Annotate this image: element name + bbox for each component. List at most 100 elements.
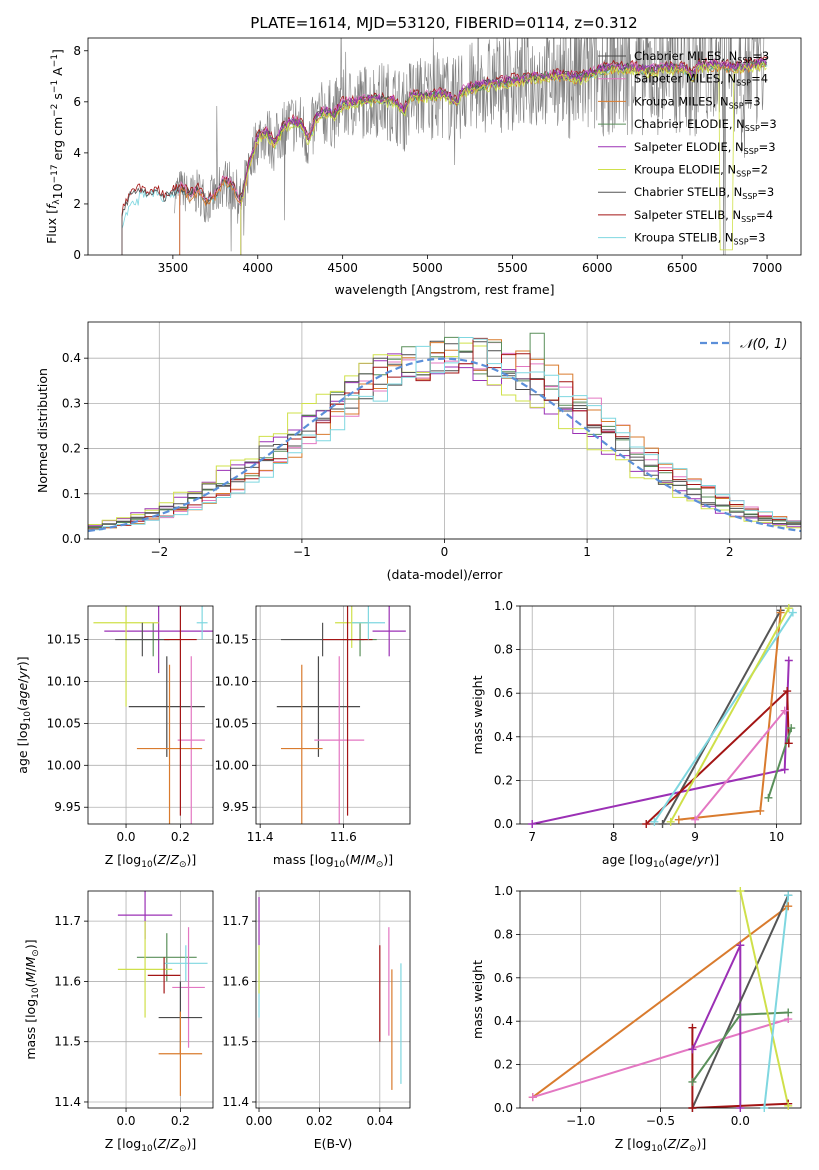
label-part: ⊙ (179, 860, 187, 870)
legend-nssp-sub: SSP (744, 147, 759, 156)
y-tick-label: 0.6 (494, 686, 513, 700)
y-tick-label: 10.00 (215, 758, 249, 772)
legend-series-name: Chabrier MILES (634, 49, 721, 63)
data-point-marker (780, 765, 789, 774)
x-tick-label: −1 (293, 545, 311, 559)
label-part: 10 (31, 987, 41, 999)
mass-vs-ebv-panel: 0.00 0.02 0.04 11.4 11.5 11.6 11.7 E(B-V) (222, 890, 411, 1151)
axes-frame (255, 890, 411, 1109)
x-tick-label: 5500 (497, 261, 528, 275)
label-part: ] (50, 49, 65, 54)
histogram-step-line (88, 337, 801, 539)
label-part: age (15, 683, 30, 707)
data-point-marker (783, 687, 792, 696)
y-tick-label: 0 (73, 248, 81, 262)
label-part: 10 (23, 711, 33, 723)
label-part: )] (186, 1136, 196, 1151)
data-point-marker (688, 1023, 697, 1032)
y-axis-label: Flux [fλ10−17 erg cm−2 s−1 A−1] (44, 49, 65, 244)
y-tick-label: 10.05 (47, 716, 81, 730)
y-tick-label: 11.6 (222, 974, 249, 988)
axes-frame (87, 321, 802, 540)
x-tick-label: 0.2 (171, 1114, 190, 1128)
label-part: )] (383, 852, 393, 867)
x-tick-label: −0.5 (646, 1114, 675, 1128)
data-point-marker (528, 820, 537, 828)
label-part: 10 (141, 860, 153, 870)
x-tick-label: 7000 (752, 261, 783, 275)
legend-nssp-value: 4 (766, 208, 773, 222)
spectrum-panel: 3500 4000 4500 5000 5500 6000 6500 7000 0 2 4 6 8 wav… (44, 37, 802, 297)
model-line-kroupa-elodie (240, 62, 767, 255)
data-point-marker (780, 706, 789, 715)
plot-area (121, 38, 768, 255)
x-axis-label: E(B-V) (314, 1136, 353, 1151)
label-part: / (23, 967, 38, 972)
x-axis-label: mass [log10(M/M⊙)] (273, 852, 393, 870)
plot-area (93, 606, 213, 824)
x-tick-label: 0.02 (306, 1114, 333, 1128)
plot-area (117, 891, 208, 1096)
data-point-marker (784, 656, 793, 665)
weight-line-salpeter-miles (532, 1018, 789, 1099)
y-tick-label: 0.0 (62, 532, 81, 546)
legend-nssp-prefix: , N (720, 163, 736, 177)
x-tick-label: 9 (691, 830, 699, 844)
label-part: / (15, 678, 30, 683)
y-tick-label: 11.5 (54, 1035, 81, 1049)
label-part: ⊙ (689, 1144, 697, 1154)
model-line-kroupa-stelib (121, 58, 768, 255)
label-part: 10 (651, 1144, 663, 1154)
histogram-step-line (88, 337, 801, 539)
legend-nssp-prefix: , N (729, 117, 745, 131)
label-part: )] (186, 852, 196, 867)
weight-line-chabrier-elodie (767, 727, 793, 799)
label-part: / (361, 852, 366, 867)
x-axis-label: Z [log10(Z/Z⊙)] (615, 1136, 707, 1154)
x-tick-label: 0 (441, 545, 449, 559)
x-axis-label: wavelength [Angstrom, rest frame] (334, 282, 554, 297)
weight-line-salpeter-miles (694, 709, 786, 821)
y-tick-label: 1.0 (494, 599, 513, 613)
label-part: / (166, 852, 171, 867)
axes-frame (87, 37, 802, 256)
label-part: age [log (15, 722, 30, 773)
y-tick-label: 10.15 (215, 633, 249, 647)
legend-nssp-value: 4 (761, 72, 768, 86)
model-line-chabrier-stelib (121, 58, 768, 255)
legend-series-name: Chabrier STELIB (634, 185, 726, 199)
model-line-chabrier-elodie (240, 60, 767, 255)
legend-nssp-prefix: , N (720, 72, 736, 86)
data-point-marker (688, 1104, 697, 1112)
observed-spectrum-line (174, 38, 765, 255)
legend-nssp-eq: = (751, 72, 761, 86)
label-part: mass [log (23, 999, 38, 1060)
label-part: Z [log (105, 852, 141, 867)
legend-nssp-prefix: , N (718, 231, 734, 245)
data-point-marker (756, 806, 765, 815)
weight-line-kroupa-stelib (763, 895, 790, 1108)
x-tick-label: 0.0 (116, 830, 135, 844)
weight-line-chabrier-stelib (661, 609, 782, 824)
y-axis-label: mass weight (470, 675, 485, 754)
data-point-marker (788, 608, 797, 617)
label-part: )] (15, 656, 30, 666)
data-point-marker (674, 815, 683, 824)
x-tick-label: 7 (528, 830, 536, 844)
y-tick-label: 9.95 (222, 800, 249, 814)
y-axis-label: mass [log10(M/M⊙)] (23, 939, 41, 1059)
weight-line-salpeter-stelib (691, 1027, 789, 1108)
legend-nssp-sub: SSP (737, 56, 752, 65)
data-point-marker (784, 1101, 793, 1110)
label-part: M (365, 852, 376, 867)
data-point-marker (691, 815, 700, 824)
data-point-marker (784, 739, 793, 748)
model-line-salpeter-elodie (240, 57, 767, 255)
label-part: Z (157, 1136, 167, 1151)
x-tick-label: −1.0 (566, 1114, 595, 1128)
y-tick-label: 0.2 (62, 442, 81, 456)
x-tick-label: 0.2 (171, 830, 190, 844)
legend-nssp-value: 3 (768, 140, 775, 154)
weight-line-salpeter-elodie (531, 660, 790, 824)
